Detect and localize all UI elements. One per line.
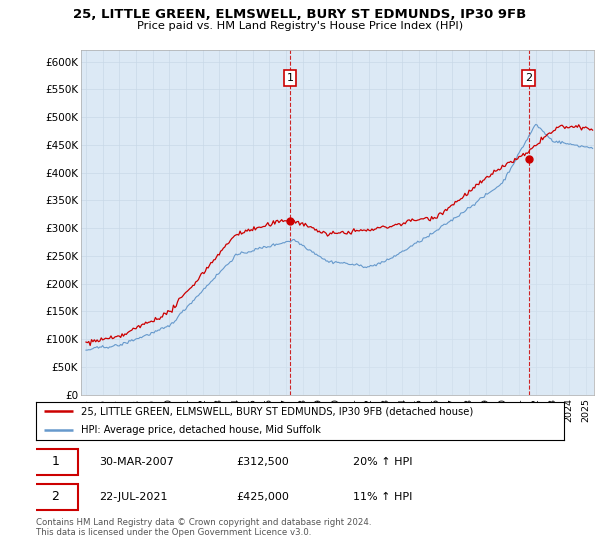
- Text: 20% ↑ HPI: 20% ↑ HPI: [353, 457, 412, 466]
- Text: HPI: Average price, detached house, Mid Suffolk: HPI: Average price, detached house, Mid …: [81, 425, 321, 435]
- FancyBboxPatch shape: [34, 484, 78, 510]
- Text: 2: 2: [525, 73, 532, 83]
- Text: Price paid vs. HM Land Registry's House Price Index (HPI): Price paid vs. HM Land Registry's House …: [137, 21, 463, 31]
- Text: £425,000: £425,000: [236, 492, 290, 502]
- Text: £312,500: £312,500: [236, 457, 289, 466]
- Text: 30-MAR-2007: 30-MAR-2007: [100, 457, 174, 466]
- Text: 25, LITTLE GREEN, ELMSWELL, BURY ST EDMUNDS, IP30 9FB (detached house): 25, LITTLE GREEN, ELMSWELL, BURY ST EDMU…: [81, 406, 473, 416]
- Text: 2: 2: [52, 491, 59, 503]
- Text: 25, LITTLE GREEN, ELMSWELL, BURY ST EDMUNDS, IP30 9FB: 25, LITTLE GREEN, ELMSWELL, BURY ST EDMU…: [73, 8, 527, 21]
- FancyBboxPatch shape: [34, 449, 78, 475]
- Text: 1: 1: [52, 455, 59, 468]
- Text: 11% ↑ HPI: 11% ↑ HPI: [353, 492, 412, 502]
- Text: 22-JUL-2021: 22-JUL-2021: [100, 492, 168, 502]
- Text: 1: 1: [287, 73, 293, 83]
- Text: Contains HM Land Registry data © Crown copyright and database right 2024.
This d: Contains HM Land Registry data © Crown c…: [36, 518, 371, 538]
